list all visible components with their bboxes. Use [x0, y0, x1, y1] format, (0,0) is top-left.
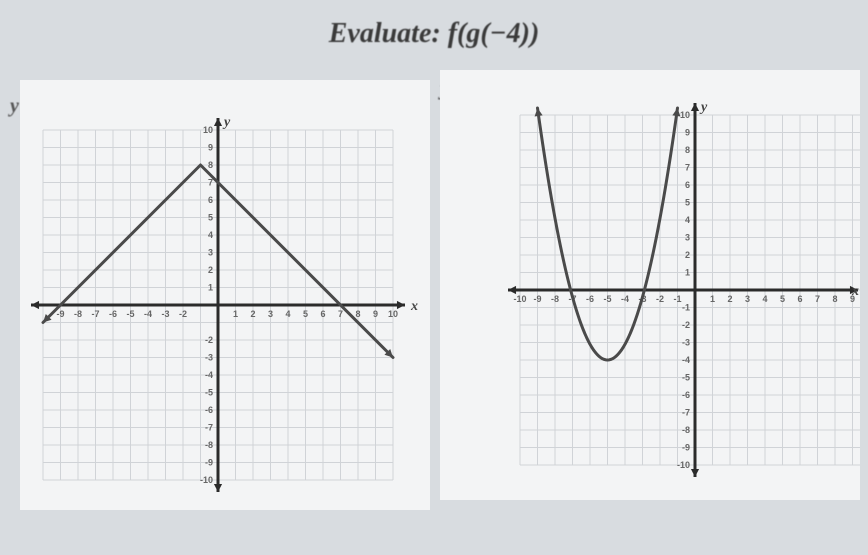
svg-text:-7: -7: [682, 408, 690, 418]
svg-text:x: x: [410, 299, 418, 314]
svg-text:6: 6: [320, 309, 325, 319]
svg-text:y: y: [222, 115, 231, 130]
right-chart-svg: -10-9-8-7-6-5-4-3-2-1123456789-10-9-8-7-…: [440, 70, 860, 500]
svg-text:9: 9: [685, 128, 690, 138]
svg-text:5: 5: [685, 198, 690, 208]
svg-text:10: 10: [388, 309, 398, 319]
svg-text:-2: -2: [656, 294, 664, 304]
svg-text:8: 8: [685, 145, 690, 155]
svg-text:2: 2: [685, 250, 690, 260]
page-title: Evaluate: f(g(−4)): [329, 18, 540, 50]
svg-text:7: 7: [208, 178, 213, 188]
svg-text:9: 9: [373, 309, 378, 319]
svg-text:1: 1: [685, 268, 690, 278]
svg-text:-4: -4: [621, 294, 629, 304]
svg-text:2: 2: [250, 309, 255, 319]
svg-text:y: y: [699, 100, 708, 115]
svg-text:8: 8: [208, 160, 213, 170]
svg-text:-4: -4: [682, 355, 690, 365]
svg-text:-9: -9: [682, 443, 690, 453]
svg-text:-1: -1: [673, 294, 681, 304]
svg-text:7: 7: [815, 294, 820, 304]
svg-text:-3: -3: [205, 353, 213, 363]
svg-text:-5: -5: [603, 294, 611, 304]
svg-text:3: 3: [208, 248, 213, 258]
svg-text:-8: -8: [205, 440, 213, 450]
left-chart-svg: -9 -8 -7 -6 -5 -4 -3 -2 1 2 3 4 5 6 7 8 9 10 -10 -9 -8 -7 -6 -5…: [20, 80, 430, 510]
svg-text:-7: -7: [91, 309, 99, 319]
svg-text:4: 4: [685, 215, 690, 225]
svg-text:-8: -8: [74, 309, 82, 319]
svg-text:-4: -4: [144, 309, 152, 319]
svg-text:7: 7: [685, 163, 690, 173]
left-chart: -9 -8 -7 -6 -5 -4 -3 -2 1 2 3 4 5 6 7 8 9 10 -10 -9 -8 -7 -6 -5…: [20, 80, 430, 510]
svg-text:-5: -5: [682, 373, 690, 383]
svg-text:-8: -8: [551, 294, 559, 304]
svg-text:-10: -10: [200, 475, 213, 485]
svg-text:-2: -2: [682, 320, 690, 330]
svg-text:8: 8: [355, 309, 360, 319]
svg-text:8: 8: [832, 294, 837, 304]
svg-text:-6: -6: [682, 390, 690, 400]
svg-text:-9: -9: [533, 294, 541, 304]
svg-text:2: 2: [727, 294, 732, 304]
svg-text:6: 6: [208, 195, 213, 205]
svg-text:-9: -9: [56, 309, 64, 319]
svg-text:-10: -10: [513, 294, 526, 304]
svg-text:-5: -5: [205, 388, 213, 398]
svg-text:2: 2: [208, 265, 213, 275]
svg-text:7: 7: [338, 309, 343, 319]
svg-text:-3: -3: [161, 309, 169, 319]
svg-text:-10: -10: [677, 460, 690, 470]
svg-text:5: 5: [303, 309, 308, 319]
svg-text:x: x: [851, 284, 859, 299]
svg-text:-2: -2: [179, 309, 187, 319]
svg-text:4: 4: [762, 294, 767, 304]
svg-text:1: 1: [710, 294, 715, 304]
svg-text:10: 10: [680, 110, 690, 120]
svg-text:-2: -2: [205, 335, 213, 345]
svg-text:5: 5: [780, 294, 785, 304]
svg-text:-8: -8: [682, 425, 690, 435]
svg-text:-4: -4: [205, 370, 213, 380]
svg-text:-6: -6: [205, 405, 213, 415]
svg-text:5: 5: [208, 213, 213, 223]
svg-text:3: 3: [685, 233, 690, 243]
svg-text:-3: -3: [682, 338, 690, 348]
svg-text:9: 9: [208, 143, 213, 153]
svg-text:4: 4: [285, 309, 290, 319]
svg-text:-1: -1: [682, 303, 690, 313]
svg-text:-6: -6: [109, 309, 117, 319]
svg-text:6: 6: [685, 180, 690, 190]
svg-text:-7: -7: [205, 423, 213, 433]
svg-text:1: 1: [233, 309, 238, 319]
svg-text:6: 6: [797, 294, 802, 304]
svg-text:-9: -9: [205, 458, 213, 468]
svg-text:3: 3: [745, 294, 750, 304]
svg-text:-6: -6: [586, 294, 594, 304]
svg-text:10: 10: [203, 125, 213, 135]
right-chart: -10-9-8-7-6-5-4-3-2-1123456789-10-9-8-7-…: [440, 70, 860, 500]
svg-text:4: 4: [208, 230, 213, 240]
svg-text:1: 1: [208, 283, 213, 293]
svg-text:3: 3: [268, 309, 273, 319]
svg-text:-5: -5: [126, 309, 134, 319]
